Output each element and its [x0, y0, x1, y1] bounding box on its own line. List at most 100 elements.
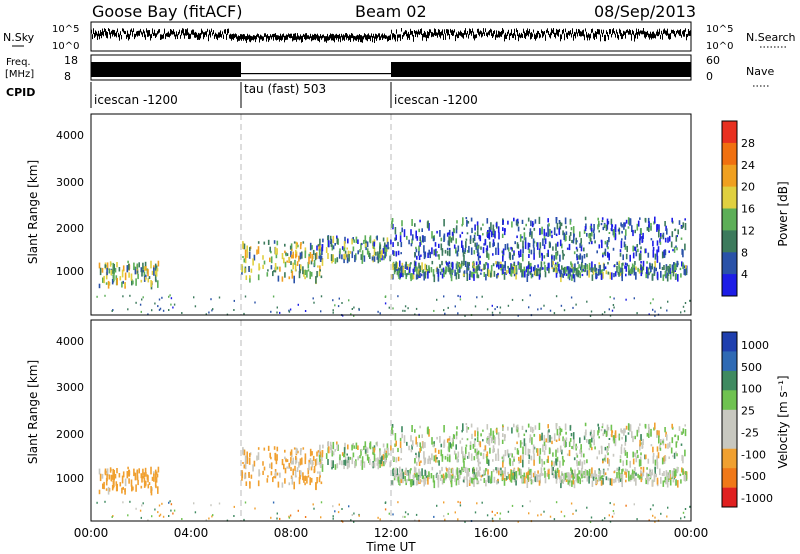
nsky-sample	[578, 29, 579, 34]
scatter-cell	[364, 441, 367, 448]
scatter-cell	[579, 449, 581, 454]
scatter-cell	[512, 254, 514, 260]
nsky-sample	[660, 34, 661, 40]
nsky-sample	[270, 34, 271, 38]
scatter-cell	[648, 221, 650, 228]
scatter-cell	[560, 222, 563, 227]
scatter-cell	[547, 230, 549, 237]
scatter-cell	[570, 433, 573, 437]
scatter-cell	[408, 239, 410, 245]
scatter-cell	[640, 467, 642, 470]
scatter-cell	[641, 441, 643, 449]
nsky-sample	[409, 34, 410, 40]
scatter-cell	[679, 473, 682, 477]
scatter-cell	[502, 221, 504, 225]
nsky-sample	[352, 33, 353, 39]
nsky-sample	[206, 31, 207, 37]
scatter-cell	[332, 254, 334, 262]
clutter-cell	[244, 501, 247, 504]
freq-sample	[677, 62, 678, 77]
scatter-cell	[479, 441, 482, 448]
scatter-cell	[411, 219, 413, 226]
scatter-cell	[142, 269, 145, 273]
freq-sample	[598, 62, 599, 77]
scatter-cell	[437, 475, 440, 480]
scatter-cell	[507, 453, 510, 458]
scatter-cell	[673, 452, 676, 459]
scatter-cell	[645, 454, 647, 460]
scatter-cell	[647, 268, 650, 271]
nsky-sample	[357, 34, 358, 40]
scatter-cell	[479, 255, 481, 259]
scatter-cell	[436, 457, 438, 460]
scatter-cell	[639, 217, 641, 220]
scatter-cell	[558, 469, 560, 478]
scatter-cell	[459, 470, 461, 478]
scatter-cell	[336, 443, 339, 450]
scatter-cell	[400, 272, 403, 277]
scatter-cell	[421, 270, 424, 274]
scatter-cell	[119, 276, 122, 281]
scatter-cell	[616, 471, 618, 479]
freq-sample	[583, 62, 584, 77]
scatter-cell	[441, 273, 444, 279]
scatter-cell	[555, 479, 558, 484]
scatter-cell	[467, 221, 470, 224]
velocity-frame	[90, 319, 692, 522]
nsky-sample	[454, 29, 455, 33]
scatter-cell	[428, 249, 430, 255]
scatter-cell	[573, 274, 576, 283]
scatter-cell	[375, 457, 377, 462]
scatter-cell	[657, 246, 660, 253]
scatter-cell	[640, 470, 642, 476]
nsky-sample	[581, 31, 582, 37]
nsky-sample	[460, 30, 461, 36]
nsky-sample	[608, 35, 609, 40]
scatter-cell	[262, 255, 264, 260]
nsky-sample	[227, 28, 228, 35]
nsky-sample	[509, 33, 510, 41]
nsky-sample	[102, 28, 103, 36]
scatter-cell	[575, 474, 578, 482]
nsky-sample	[636, 28, 637, 35]
scatter-cell	[622, 262, 624, 266]
nsky-sample	[215, 32, 216, 37]
freq-sample	[194, 62, 195, 77]
nsky-sample	[273, 33, 274, 41]
scatter-cell	[575, 268, 578, 276]
clutter-cell	[459, 298, 462, 301]
scatter-cell	[313, 466, 316, 473]
freq-sample	[576, 62, 577, 77]
clutter-cell	[384, 508, 387, 511]
scatter-cell	[490, 265, 493, 272]
scatter-cell	[150, 280, 152, 288]
scatter-cell	[671, 231, 674, 238]
scatter-cell	[572, 239, 575, 244]
nsky-panel: N.Sky 10^5 10^0 10^5 10^0 N.Search	[3, 21, 796, 52]
nsky-sample	[158, 29, 159, 34]
scatter-cell	[135, 278, 137, 286]
scatter-cell	[288, 482, 291, 486]
scatter-cell	[661, 457, 664, 465]
scatter-cell	[292, 457, 294, 465]
scatter-cell	[621, 436, 623, 440]
nsky-sample	[238, 35, 239, 41]
freq-sample	[542, 62, 543, 77]
scatter-cell	[495, 453, 497, 461]
scatter-cell	[332, 441, 335, 450]
scatter-cell	[561, 449, 563, 455]
clutter-cell	[159, 513, 162, 516]
freq-sample	[120, 62, 121, 77]
scatter-cell	[382, 248, 385, 254]
scatter-cell	[629, 273, 632, 276]
scatter-cell	[556, 456, 559, 462]
scatter-cell	[542, 238, 544, 246]
clutter-cell	[218, 502, 221, 505]
scatter-cell	[417, 474, 420, 481]
scatter-cell	[520, 263, 522, 271]
scatter-cell	[522, 246, 524, 254]
scatter-cell	[679, 267, 682, 271]
scatter-cell	[130, 479, 133, 487]
scatter-cell	[607, 271, 610, 275]
scatter-cell	[341, 246, 344, 250]
